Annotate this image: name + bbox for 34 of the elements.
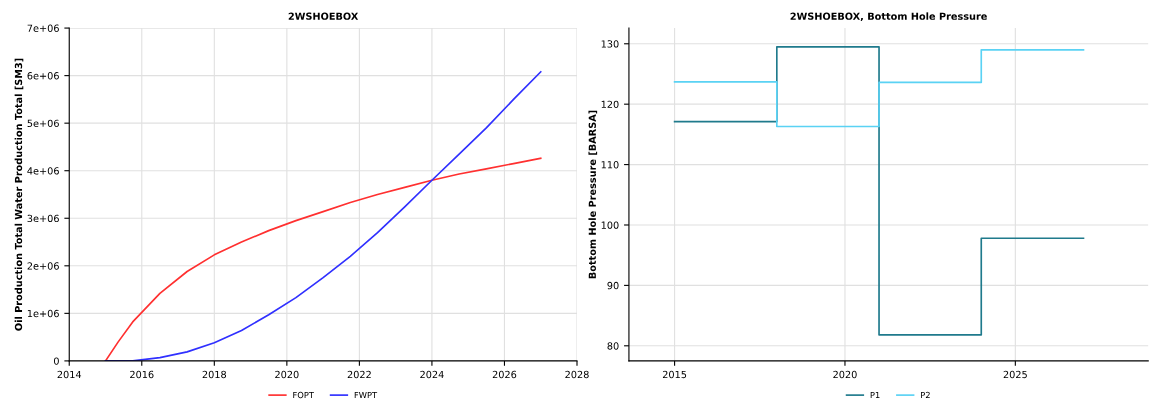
legend-label: FOPT: [293, 391, 314, 399]
y-tick-label: 3e+06: [27, 214, 59, 223]
y-tick-label: 130: [601, 40, 619, 48]
x-tick-label: 2025: [1003, 370, 1027, 379]
x-tick-label: 2015: [662, 370, 687, 379]
y-tick-label: 90: [607, 281, 619, 290]
x-tick-label: 2020: [833, 370, 857, 379]
y-axis-title: Oil Production Total Water Production Total [SM3]: [14, 58, 24, 331]
chart-title: 2WSHOEBOX: [288, 12, 359, 20]
legend-label: P1: [870, 391, 880, 399]
legend-label: P2: [921, 391, 930, 399]
y-tick-label: 1e+06: [27, 309, 59, 318]
x-tick-label: 2014: [57, 370, 82, 379]
x-tick-label: 2020: [275, 370, 299, 379]
x-tick-label: 2018: [202, 370, 227, 379]
x-tick-label: 2022: [347, 370, 371, 379]
y-tick-label: 2e+06: [27, 262, 59, 270]
y-tick-label: 5e+06: [27, 119, 59, 127]
y-tick-label: 120: [601, 100, 619, 109]
y-tick-label: 0: [53, 357, 59, 365]
x-tick-label: 2024: [420, 370, 444, 379]
line-series: [104, 157, 542, 361]
y-tick-label: 7e+06: [27, 24, 59, 32]
y-tick-label: 4e+06: [27, 167, 59, 175]
x-tick-label: 2016: [130, 370, 154, 379]
y-tick-label: 110: [601, 161, 619, 169]
y-tick-label: 100: [601, 221, 619, 229]
chart-title: 2WSHOEBOX, Bottom Hole Pressure: [790, 12, 987, 22]
y-tick-label: 6e+06: [27, 72, 59, 80]
legend-label: FWPT: [354, 391, 378, 399]
y-axis-title: Bottom Hole Pressure [BARSA]: [588, 110, 598, 279]
x-tick-label: 2028: [565, 370, 589, 379]
x-tick-label: 2026: [492, 370, 517, 379]
y-tick-label: 80: [607, 342, 619, 350]
